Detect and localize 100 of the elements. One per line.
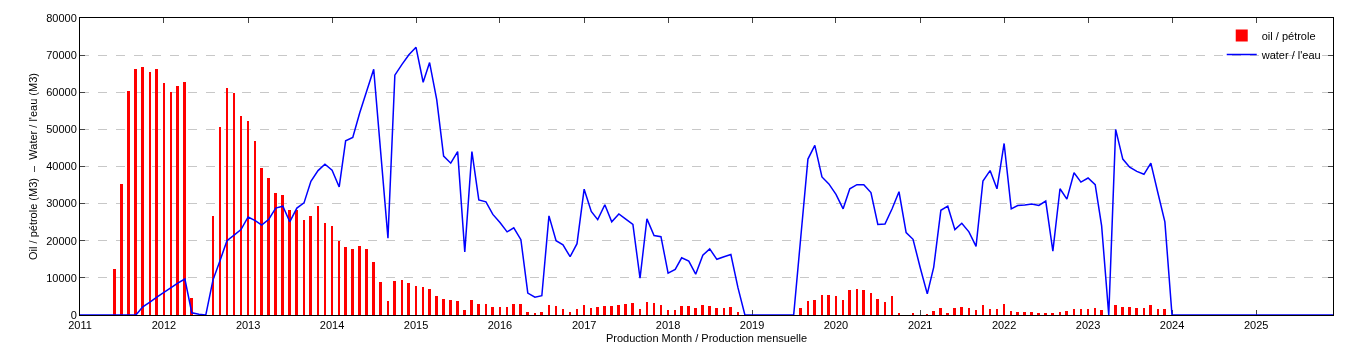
x-tick-label: 2013 <box>235 319 261 332</box>
line-series <box>80 46 1333 315</box>
y-axis-title: Oil / pétrole (M3) – Water / l'eau (M3) <box>26 73 39 260</box>
bar <box>982 305 984 315</box>
bar <box>996 309 998 315</box>
bar <box>540 312 543 315</box>
bar <box>729 307 732 315</box>
bar <box>1157 309 1159 315</box>
bar <box>653 303 655 315</box>
bar <box>309 216 312 315</box>
bar <box>317 206 319 315</box>
bar <box>708 306 711 315</box>
bar <box>358 246 361 315</box>
bar <box>379 282 382 315</box>
x-tick-label: 2018 <box>655 319 681 332</box>
bar <box>932 311 935 315</box>
bar <box>1023 312 1026 315</box>
bar <box>288 210 291 315</box>
bar <box>891 296 893 315</box>
bar <box>989 309 991 315</box>
bar <box>456 301 459 315</box>
bar <box>799 308 802 315</box>
bar <box>715 308 718 315</box>
bar <box>827 295 830 315</box>
bar <box>968 308 970 315</box>
bar <box>590 308 592 315</box>
bar <box>842 300 844 315</box>
bar <box>240 116 242 315</box>
bar <box>1121 307 1124 315</box>
bar <box>870 293 872 315</box>
bar <box>393 281 396 315</box>
bar <box>687 306 690 315</box>
bar <box>723 308 725 315</box>
bar <box>422 287 424 315</box>
bar <box>477 304 480 315</box>
bar <box>1094 308 1096 315</box>
bar <box>953 308 956 315</box>
bar <box>646 302 648 315</box>
x-tick-label: 2020 <box>823 319 849 332</box>
bar <box>631 303 634 315</box>
legend-label: oil / pétrole <box>1261 29 1316 42</box>
bar <box>274 193 277 315</box>
bar <box>149 72 151 315</box>
bar <box>848 290 851 315</box>
bar <box>267 178 270 315</box>
y-tick-label: 10000 <box>46 271 77 284</box>
bar <box>338 241 340 315</box>
x-tick-label: 2019 <box>739 319 765 332</box>
bar <box>1143 308 1145 315</box>
bar <box>499 307 501 315</box>
y-tick-label: 30000 <box>46 197 77 210</box>
bar <box>463 310 466 315</box>
bar <box>526 312 529 315</box>
bar <box>324 223 326 315</box>
y-tick-label: 50000 <box>46 123 77 136</box>
x-axis-title: Production Month / Production mensuelle <box>605 332 808 345</box>
bar <box>596 307 599 315</box>
x-tick-label: 2012 <box>151 319 177 332</box>
bar <box>1100 310 1103 315</box>
bar <box>170 92 172 315</box>
bar <box>960 307 963 315</box>
bar <box>303 220 305 315</box>
x-tick-label: 2021 <box>907 319 933 332</box>
bar <box>1087 309 1089 315</box>
bar <box>876 299 879 315</box>
bar <box>694 308 697 315</box>
x-tick-label: 2023 <box>1075 319 1101 332</box>
bar <box>247 121 249 315</box>
bar <box>281 195 284 315</box>
bar <box>701 305 704 315</box>
bar <box>387 301 389 315</box>
bar <box>813 300 816 315</box>
bar <box>491 307 494 315</box>
bar <box>617 305 620 315</box>
bar <box>226 88 228 315</box>
x-tick-label: 2015 <box>403 319 429 332</box>
bar <box>1003 304 1005 315</box>
y-tick-label: 70000 <box>46 48 77 61</box>
bar <box>485 304 487 315</box>
bar <box>260 168 263 315</box>
bar <box>254 141 256 315</box>
bar <box>351 249 354 315</box>
bar <box>821 295 823 315</box>
bar <box>856 289 858 315</box>
bar <box>884 302 886 315</box>
bar <box>127 91 130 315</box>
x-tick-label: 2022 <box>991 319 1017 332</box>
bar <box>1114 305 1117 315</box>
bar <box>1128 307 1131 315</box>
x-tick-label: 2016 <box>487 319 513 332</box>
bar <box>120 184 123 315</box>
bar <box>624 304 627 315</box>
x-tick-label: 2025 <box>1243 319 1269 332</box>
x-tick-label: 2014 <box>319 319 345 332</box>
bar <box>470 300 473 315</box>
bar <box>1010 311 1012 315</box>
bar <box>183 82 186 315</box>
bar <box>576 309 578 315</box>
x-tick-label: 2011 <box>68 319 92 332</box>
bar <box>1073 309 1075 315</box>
